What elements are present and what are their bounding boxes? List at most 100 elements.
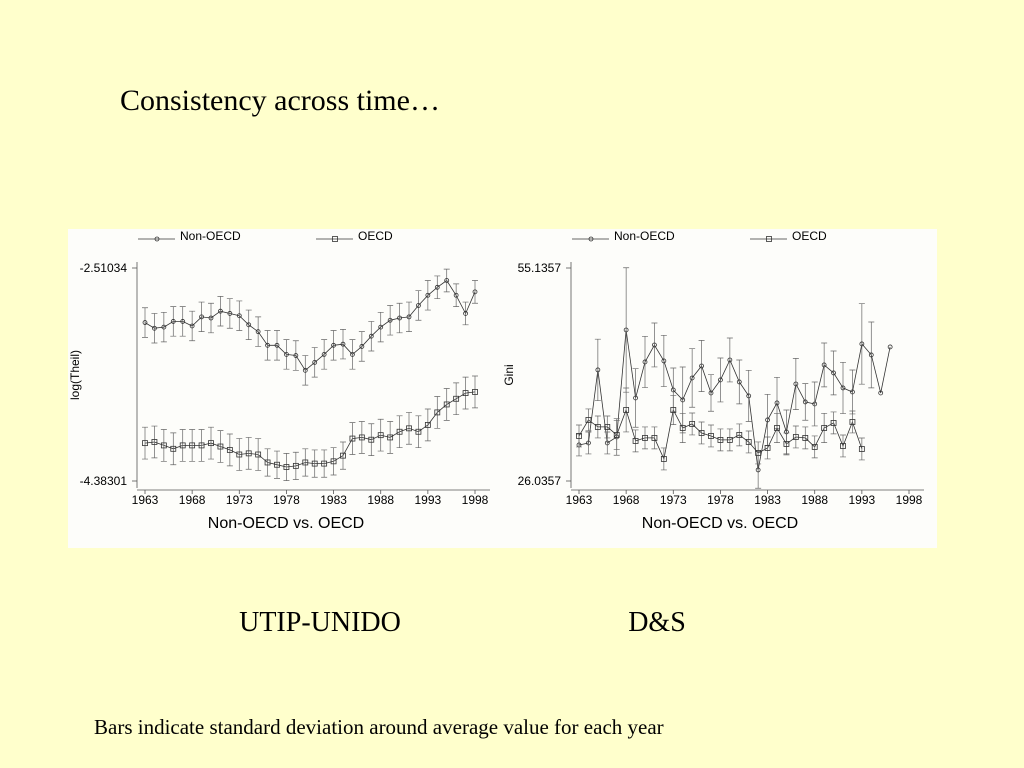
data-point [613,432,620,438]
data-point [642,359,648,365]
data-point [878,390,884,396]
x-tick-label: 1998 [462,493,489,507]
error-bar [698,340,705,392]
chart-caption: D&S [628,607,686,638]
error-bar [811,381,818,427]
data-point [226,447,233,453]
error-bar [264,448,271,477]
data-point [840,385,846,391]
data-point [359,344,365,349]
error-bar [443,388,450,421]
x-axis-label: Non-OECD vs. OECD [208,515,364,532]
data-point [726,437,733,443]
error-bar [840,434,846,458]
error-bar [783,432,790,456]
y-axis-label: log(Theil) [68,350,82,400]
data-point [349,435,356,442]
data-point [264,459,271,466]
y-tick-label: 55.1357 [518,261,562,275]
error-bar [434,396,441,429]
data-point [717,437,724,443]
data-point [632,438,639,444]
data-point [463,311,468,316]
error-bar [340,441,346,470]
error-bar [245,309,252,340]
data-point [859,341,865,347]
error-bar [651,426,658,450]
error-bar [576,424,582,448]
error-bar [453,382,460,416]
data-point [170,319,176,324]
error-bar [406,301,412,333]
error-bar [396,302,403,334]
error-bar [736,359,743,405]
error-bar [604,415,611,439]
error-bar [679,412,686,443]
data-point [227,311,233,316]
error-bar [255,316,262,347]
error-bar [142,307,148,338]
data-point [670,407,677,413]
data-point [670,387,676,393]
error-bar [651,322,658,368]
error-bar [726,337,733,383]
data-point [154,236,160,242]
error-bar [217,430,224,463]
error-bar [717,357,724,403]
data-point [774,425,780,431]
error-bar [472,280,478,304]
data-point [217,443,224,450]
y-tick-label: -4.38301 [80,474,128,488]
error-bar [632,368,639,428]
data-point [793,381,799,387]
data-point [689,421,696,427]
x-tick-label: 1993 [415,493,442,507]
legend-label: Non-OECD [180,229,241,243]
data-point [588,236,594,242]
error-bar [368,321,375,352]
data-point [783,441,790,447]
data-point [868,352,874,358]
x-tick-label: 1988 [367,493,394,507]
data-point [218,308,223,314]
error-bar [292,340,299,371]
x-tick-label: 1993 [849,493,876,507]
data-point [332,236,338,242]
error-bar [208,302,214,334]
error-bar [594,415,601,439]
error-bar [660,447,667,471]
error-bar [774,412,780,443]
data-point [292,462,299,469]
data-point [623,407,630,413]
data-point [189,323,195,329]
data-point [604,424,611,430]
error-bar [142,426,148,460]
data-point [236,313,242,319]
data-point [652,342,657,348]
data-point [443,401,450,408]
footnote: Bars indicate standard deviation around … [94,715,664,739]
y-tick-label: 26.0357 [518,474,562,488]
error-bar [349,339,356,370]
error-bar [151,425,158,459]
x-tick-label: 1988 [801,493,828,507]
error-bar [302,355,309,386]
data-point [594,424,601,430]
error-bar [170,306,177,337]
error-bar [453,283,460,307]
error-bar [840,361,846,414]
data-point [699,363,704,369]
error-bar [255,438,262,471]
data-point [576,433,582,439]
data-point [623,327,629,333]
error-bar [632,429,639,453]
error-bar [226,298,233,329]
data-point [151,439,158,445]
error-bar [170,432,177,466]
x-tick-label: 1978 [707,493,734,507]
series-line [578,329,891,470]
data-point [368,436,375,443]
error-bar [642,335,648,388]
data-point [321,352,327,357]
